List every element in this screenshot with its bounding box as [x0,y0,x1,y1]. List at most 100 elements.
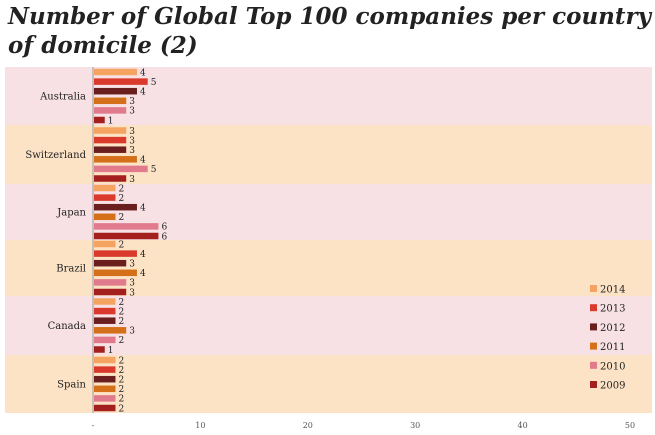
x-tick-label-zero: - [92,421,95,430]
x-tick-label-50: 50 [625,421,635,430]
bar-spain-2012 [94,375,116,383]
bar-australia-2014 [94,68,137,76]
value-label-switzerland-2013: 3 [129,136,135,146]
value-label-brazil-2011: 4 [140,269,146,279]
bar-brazil-2011 [94,269,137,277]
value-label-japan-2011: 2 [118,213,124,223]
bar-australia-2011 [94,97,127,105]
bar-brazil-2010 [94,279,127,286]
bar-switzerland-2010 [94,165,148,173]
value-label-spain-2013: 2 [118,366,124,376]
bar-australia-2010 [94,107,127,114]
bar-canada-2009 [94,346,105,353]
bar-switzerland-2009 [94,175,127,182]
band-brazil [5,240,652,296]
value-label-australia-2012: 4 [140,88,146,98]
value-label-spain-2012: 2 [118,376,124,386]
bar-brazil-2014 [94,240,116,248]
value-label-brazil-2012: 3 [129,260,135,270]
bar-canada-2010 [94,336,116,344]
value-label-brazil-2013: 4 [140,250,146,260]
band-canada [5,296,652,355]
bar-spain-2014 [94,356,116,364]
bar-switzerland-2014 [94,127,127,134]
category-label-switzerland: Switzerland [25,150,86,161]
legend-swatch-2009 [590,381,597,388]
value-label-japan-2009: 6 [161,232,167,242]
bar-spain-2011 [94,385,116,393]
value-label-brazil-2010: 3 [129,279,135,289]
bar-spain-2009 [94,404,116,412]
bar-switzerland-2012 [94,146,127,153]
band-switzerland [5,125,652,184]
bar-brazil-2009 [94,288,127,296]
value-label-switzerland-2014: 3 [129,127,135,137]
legend-swatch-2014 [590,285,597,292]
bar-japan-2010 [94,223,159,230]
value-label-australia-2014: 4 [140,68,146,78]
value-label-canada-2013: 2 [118,307,124,317]
bar-spain-2013 [94,366,116,373]
bar-spain-2010 [94,395,116,402]
category-label-spain: Spain [57,380,86,391]
value-label-australia-2011: 3 [129,97,135,107]
value-label-australia-2013: 5 [151,78,157,88]
value-label-switzerland-2012: 3 [129,146,135,156]
category-label-japan: Japan [56,208,86,219]
value-label-australia-2009: 1 [108,116,114,126]
legend-swatch-2012 [590,323,597,331]
band-spain [5,355,652,413]
value-label-japan-2010: 6 [161,223,167,233]
value-label-spain-2010: 2 [118,395,124,405]
chart-title: Number of Global Top 100 companies per c… [8,3,651,59]
legend-swatch-2011 [590,342,597,350]
value-label-spain-2014: 2 [118,356,124,366]
legend-label-2013: 2013 [600,304,625,315]
bar-canada-2011 [94,327,127,334]
legend-swatch-2010 [590,361,597,369]
band-japan [5,184,652,240]
value-label-canada-2014: 2 [118,298,124,308]
category-label-brazil: Brazil [56,264,86,275]
band-australia [5,67,652,125]
bar-japan-2011 [94,213,116,221]
x-tick-label-20: 20 [303,421,313,430]
value-label-canada-2012: 2 [118,317,124,327]
x-tick-label-10: 10 [195,421,205,430]
value-label-canada-2010: 2 [118,336,124,346]
value-label-switzerland-2011: 4 [140,156,146,166]
bar-canada-2014 [94,298,116,305]
legend-label-2010: 2010 [600,361,625,372]
bar-canada-2012 [94,317,116,324]
legend-label-2012: 2012 [600,323,625,334]
legend-swatch-2013 [590,304,597,312]
value-label-japan-2014: 2 [118,184,124,194]
bar-switzerland-2011 [94,156,137,163]
value-label-switzerland-2009: 3 [129,175,135,185]
bar-australia-2013 [94,78,148,85]
value-label-brazil-2009: 3 [129,288,135,298]
bar-brazil-2012 [94,259,127,267]
bar-brazil-2013 [94,250,137,257]
bar-australia-2009 [94,116,105,124]
value-label-japan-2012: 4 [140,204,146,214]
bar-australia-2012 [94,87,137,95]
value-label-australia-2010: 3 [129,107,135,117]
bar-japan-2012 [94,203,137,211]
x-tick-label-30: 30 [410,421,420,430]
x-tick-label-40: 40 [518,421,528,430]
value-label-spain-2011: 2 [118,385,124,395]
bar-canada-2013 [94,307,116,315]
value-label-japan-2013: 2 [118,194,124,204]
value-label-spain-2009: 2 [118,404,124,414]
legend-label-2014: 2014 [600,285,625,296]
category-label-australia: Australia [39,92,86,103]
category-label-canada: Canada [48,321,86,332]
bar-switzerland-2013 [94,136,127,144]
bar-japan-2014 [94,184,116,192]
legend-label-2011: 2011 [600,342,625,353]
value-label-switzerland-2010: 5 [151,165,157,175]
value-label-canada-2009: 1 [108,346,114,356]
value-label-brazil-2014: 2 [118,240,124,250]
